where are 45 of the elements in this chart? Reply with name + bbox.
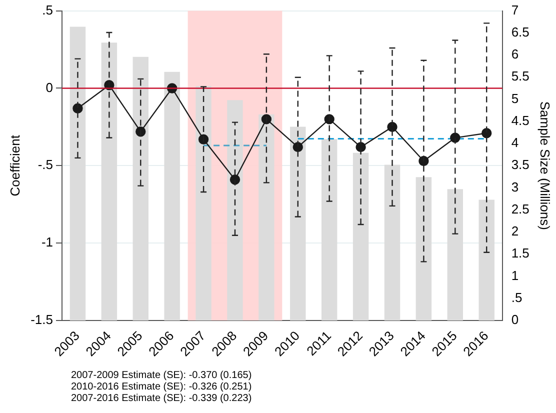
bar	[384, 164, 400, 321]
point	[261, 114, 272, 124]
bar	[352, 152, 369, 321]
y2-tick-label: 2	[511, 224, 519, 239]
y2-tick-label: 1	[511, 268, 519, 283]
point	[136, 126, 146, 137]
bar	[132, 56, 148, 321]
y2-tick-label: 2.5	[511, 201, 530, 216]
y-tick-label: -1	[41, 234, 53, 250]
bar	[290, 126, 306, 321]
y2-tick-label: 6.5	[511, 24, 530, 40]
y2-tick-label: 4.5	[511, 112, 530, 128]
y-tick-label: 0	[46, 80, 53, 95]
y2-tick-label: 6	[511, 46, 519, 62]
y2-tick-label: 0	[511, 312, 519, 328]
bar	[70, 26, 86, 321]
point	[482, 128, 492, 138]
point	[198, 134, 209, 144]
bar	[447, 189, 464, 321]
bar	[416, 177, 432, 321]
y2-tick-label: 1.5	[511, 246, 530, 261]
bar	[478, 200, 494, 321]
bar	[101, 42, 118, 321]
text: 2010-2016 Estimate (SE): -0.326 (0.251)	[71, 381, 252, 392]
point	[230, 174, 240, 185]
bar	[227, 100, 243, 321]
y-tick-label: -.5	[38, 157, 53, 172]
bar	[164, 72, 180, 321]
y2-axis-title: Sample Size (Millions)	[538, 101, 553, 230]
y2-tick-label: 5	[511, 90, 519, 106]
y-axis-title: Coefficient	[7, 134, 22, 196]
y2-tick-label: 7	[511, 2, 519, 18]
bar	[321, 139, 338, 321]
y2-tick-label: .5	[511, 290, 522, 305]
point	[292, 142, 303, 152]
text: 2007-2009 Estimate (SE): -0.370 (0.165)	[71, 370, 252, 381]
bar	[196, 86, 212, 321]
y-tick-label: -1.5	[30, 312, 53, 328]
y-tick-label: .5	[42, 2, 53, 18]
y2-tick-label: 4	[511, 135, 519, 150]
y2-tick-label: 3	[511, 179, 519, 194]
y2-tick-label: 5.5	[511, 68, 530, 84]
y2-tick-label: 3.5	[511, 157, 530, 172]
text: 2007-2016 Estimate (SE): -0.339 (0.223)	[71, 392, 252, 404]
bar	[258, 114, 274, 321]
